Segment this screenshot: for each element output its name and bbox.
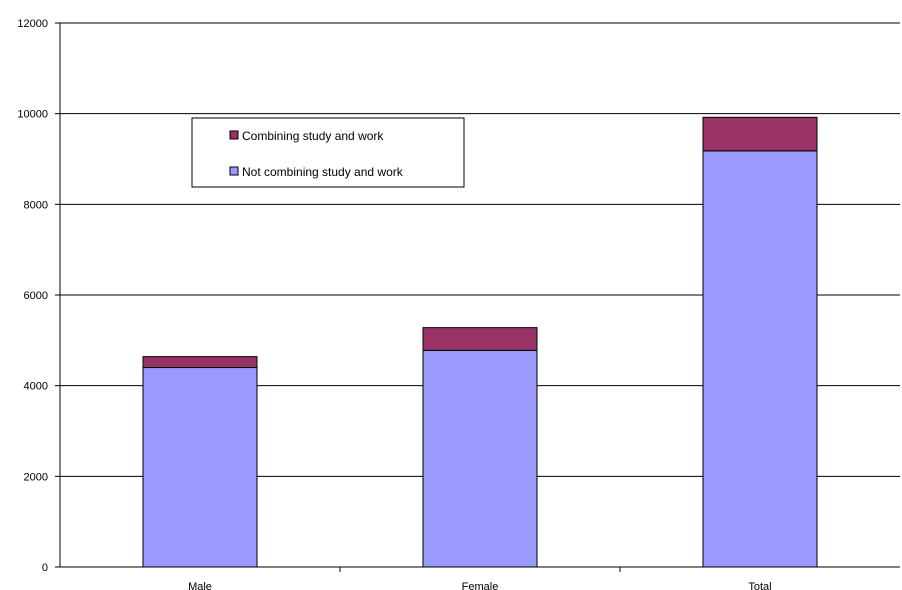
- bars: [142, 116, 818, 568]
- y-tick-label: 12000: [17, 18, 48, 30]
- x-tick-label-total: Total: [748, 581, 771, 590]
- y-tick-label: 0: [42, 562, 48, 574]
- bar-male-series-0: [142, 367, 258, 568]
- y-tick-label: 2000: [24, 471, 48, 483]
- y-tick-label: 8000: [24, 199, 48, 211]
- x-axis-ticks: Male Female Total: [188, 567, 772, 590]
- bar-female-series-0: [422, 349, 538, 568]
- legend: Combining study and work Not combining s…: [191, 117, 465, 188]
- bar-total-series-0: [702, 150, 818, 568]
- bar-total-series-1: [702, 116, 818, 152]
- y-axis-ticks: 0 2000 4000 6000 8000 10000 12000: [17, 18, 60, 574]
- legend-label-combining: Combining study and work: [242, 129, 384, 143]
- x-tick-label-male: Male: [188, 581, 212, 590]
- x-tick-label-female: Female: [462, 581, 499, 590]
- bar-male-series-1: [142, 356, 258, 369]
- y-tick-label: 10000: [17, 109, 48, 121]
- legend-label-not-combining: Not combining study and work: [242, 165, 404, 179]
- y-tick-label: 6000: [24, 290, 48, 302]
- legend-swatch-combining: [229, 130, 239, 140]
- y-tick-label: 4000: [24, 381, 48, 393]
- legend-swatch-not-combining: [229, 166, 239, 176]
- bar-female-series-1: [422, 327, 538, 351]
